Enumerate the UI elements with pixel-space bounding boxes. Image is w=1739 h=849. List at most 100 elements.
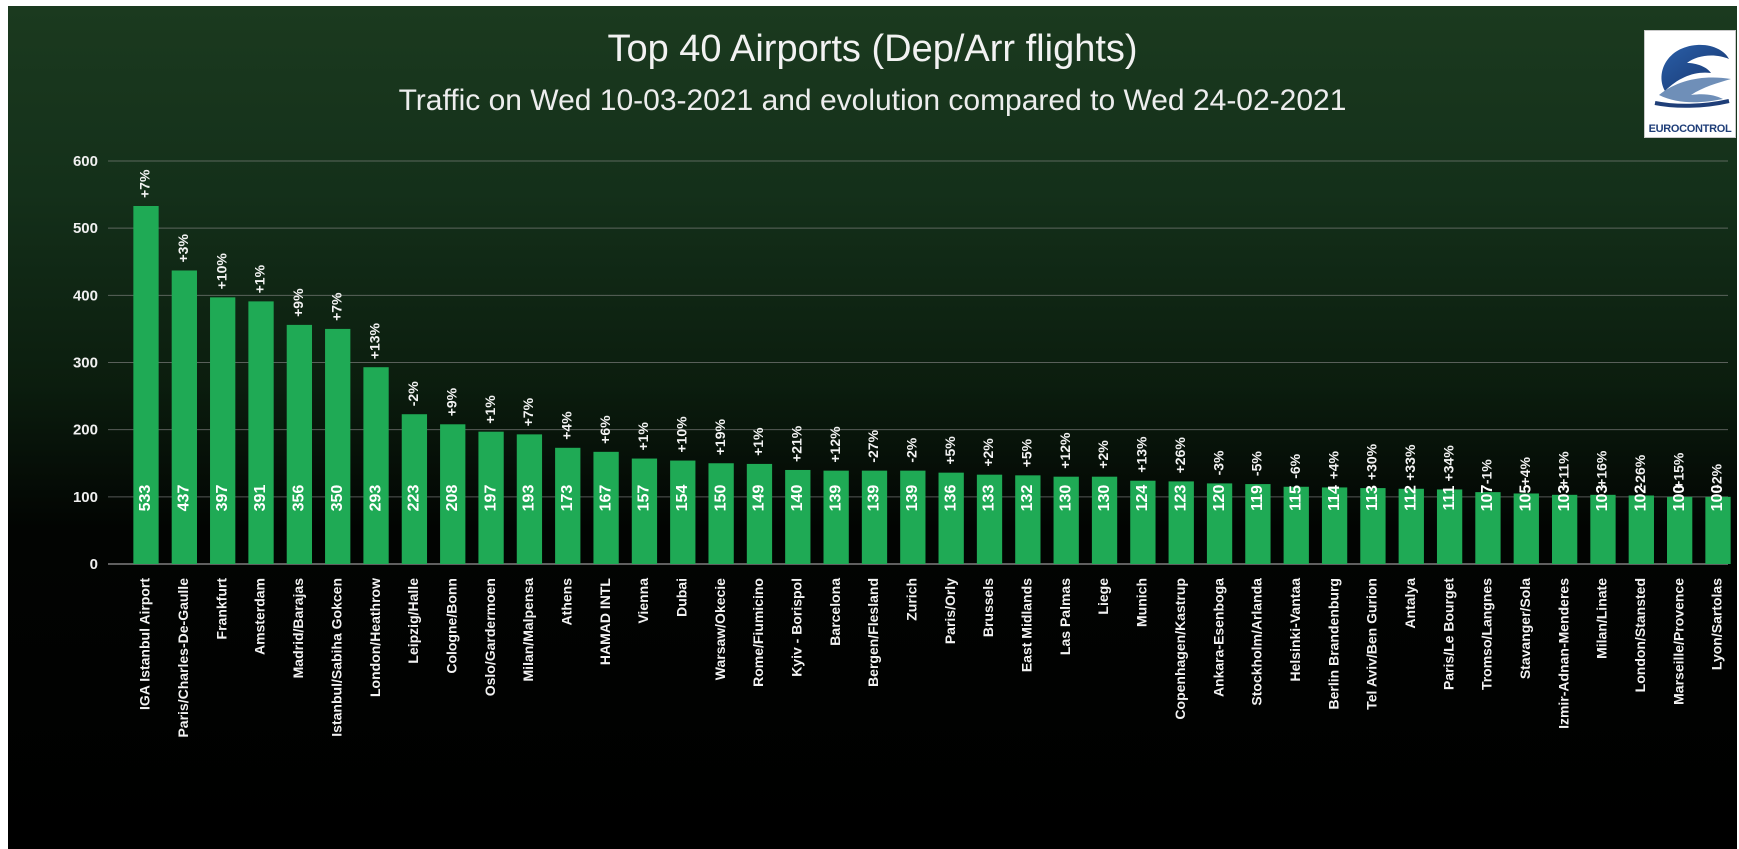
bar [1015,475,1041,564]
category-label: Brussels [980,578,996,637]
evolution-label: +26% [1172,437,1188,474]
category-label: Marseille/Provence [1670,578,1686,705]
category-label: Paris/Charles-De-Gaulle [175,578,191,738]
evolution-label: -3% [1210,450,1226,475]
bar-value-label: 154 [674,485,691,512]
eurocontrol-logo: EUROCONTROL [1644,30,1736,138]
bar-value-label: 150 [712,485,729,512]
evolution-label: -2% [904,437,920,462]
bar-value-label: 103 [1594,485,1611,512]
bar-value-label: 113 [1364,485,1381,511]
category-label: Munich [1134,578,1150,627]
evolution-label: +33% [1402,444,1418,481]
evolution-label: +2% [1095,440,1111,469]
category-label: Istanbul/Sabiha Gokcen [328,578,344,737]
chart-panel: Top 40 Airports (Dep/Arr flights) Traffi… [8,6,1737,849]
bar-value-label: 356 [291,485,308,512]
evolution-label: -2% [1709,463,1725,488]
bar-value-label: 139 [866,485,883,512]
bar-value-label: 140 [789,485,806,512]
y-tick-label: 100 [73,489,98,506]
bar-value-label: 223 [406,485,423,512]
category-label: Tel Aviv/Ben Gurion [1364,578,1380,710]
category-label: Stockholm/Arlanda [1249,578,1265,706]
y-tick-label: 200 [73,422,98,439]
bar-value-label: 130 [1096,485,1113,512]
category-label: Izmir-Adnan-Menderes [1555,578,1571,729]
evolution-label: -27% [865,429,881,462]
bar [555,447,581,564]
bar [286,324,313,564]
bar [938,472,964,564]
y-tick-label: 600 [73,153,98,170]
bar-value-label: 107 [1479,485,1496,512]
bar-value-label: 102 [1633,485,1650,512]
category-label: Berlin Brandenburg [1325,578,1341,709]
evolution-label: +10% [213,253,229,290]
category-label: Amsterdam [252,578,268,655]
bar-value-label: 139 [827,485,844,512]
bar-value-label: 119 [1249,485,1266,511]
bar-value-label: 130 [1057,485,1074,512]
bar [171,270,197,564]
evolution-label: +6% [597,415,613,444]
bar-value-label: 437 [176,485,193,512]
bar-value-label: 197 [482,485,499,512]
evolution-label: +5% [942,436,958,465]
evolution-label: +11% [1555,451,1571,487]
bar [1283,486,1309,564]
evolution-label: -6% [1287,453,1303,478]
bar [210,297,236,564]
category-label: Cologne/Bonn [443,578,459,674]
bar-value-label: 115 [1287,485,1304,511]
category-label: Milan/Malpensa [520,578,536,682]
category-label: London/Heathrow [367,578,383,697]
category-label: Athens [558,578,574,626]
evolution-label: -2% [405,381,421,406]
bar-value-label: 111 [1441,485,1458,510]
category-label: HAMAD INTL [597,578,613,666]
bar-value-label: 103 [1556,485,1573,512]
bar [593,451,619,564]
bar [746,463,773,564]
bar [631,458,658,564]
category-label: Paris/Le Bourget [1440,578,1456,690]
evolution-label: +10% [673,416,689,453]
y-tick-label: 0 [90,556,98,573]
evolution-label: +5% [1019,438,1035,467]
category-label: Barcelona [827,578,843,646]
bar [440,424,466,564]
evolution-label: +4% [1517,457,1533,486]
bar [478,431,504,564]
category-label: Antalya [1402,578,1418,629]
category-label: Las Palmas [1057,578,1073,655]
category-label: Milan/Linate [1594,578,1610,659]
category-label: Copenhagen/Kastrup [1172,578,1188,720]
bar [823,470,849,564]
bar [1321,487,1348,564]
evolution-label: +9% [443,387,459,416]
category-label: IGA Istanbul Airport [137,578,153,710]
bar-value-label: 173 [559,485,576,512]
eurocontrol-logo-icon [1654,44,1731,108]
evolution-label: +1% [750,427,766,456]
bar-value-label: 100 [1709,485,1726,512]
category-label: Lyon/Sartolas [1709,578,1725,670]
category-label: Ankara-Esenboga [1210,578,1226,697]
bar [1245,484,1271,564]
bar [1590,494,1616,564]
evolution-label: +19% [712,419,728,456]
bar [325,328,351,564]
bar-value-label: 133 [981,485,998,512]
evolution-label: +4% [1325,450,1341,479]
evolution-label: +7% [137,169,153,198]
evolution-label: +7% [328,292,344,321]
bar [516,434,543,564]
category-label: Liege [1095,578,1111,615]
bar [861,470,888,564]
bar [785,469,811,564]
bar [1551,494,1578,564]
evolution-label: +9% [290,288,306,317]
evolution-label: +34% [1440,445,1456,482]
bar-value-label: 293 [367,485,384,512]
